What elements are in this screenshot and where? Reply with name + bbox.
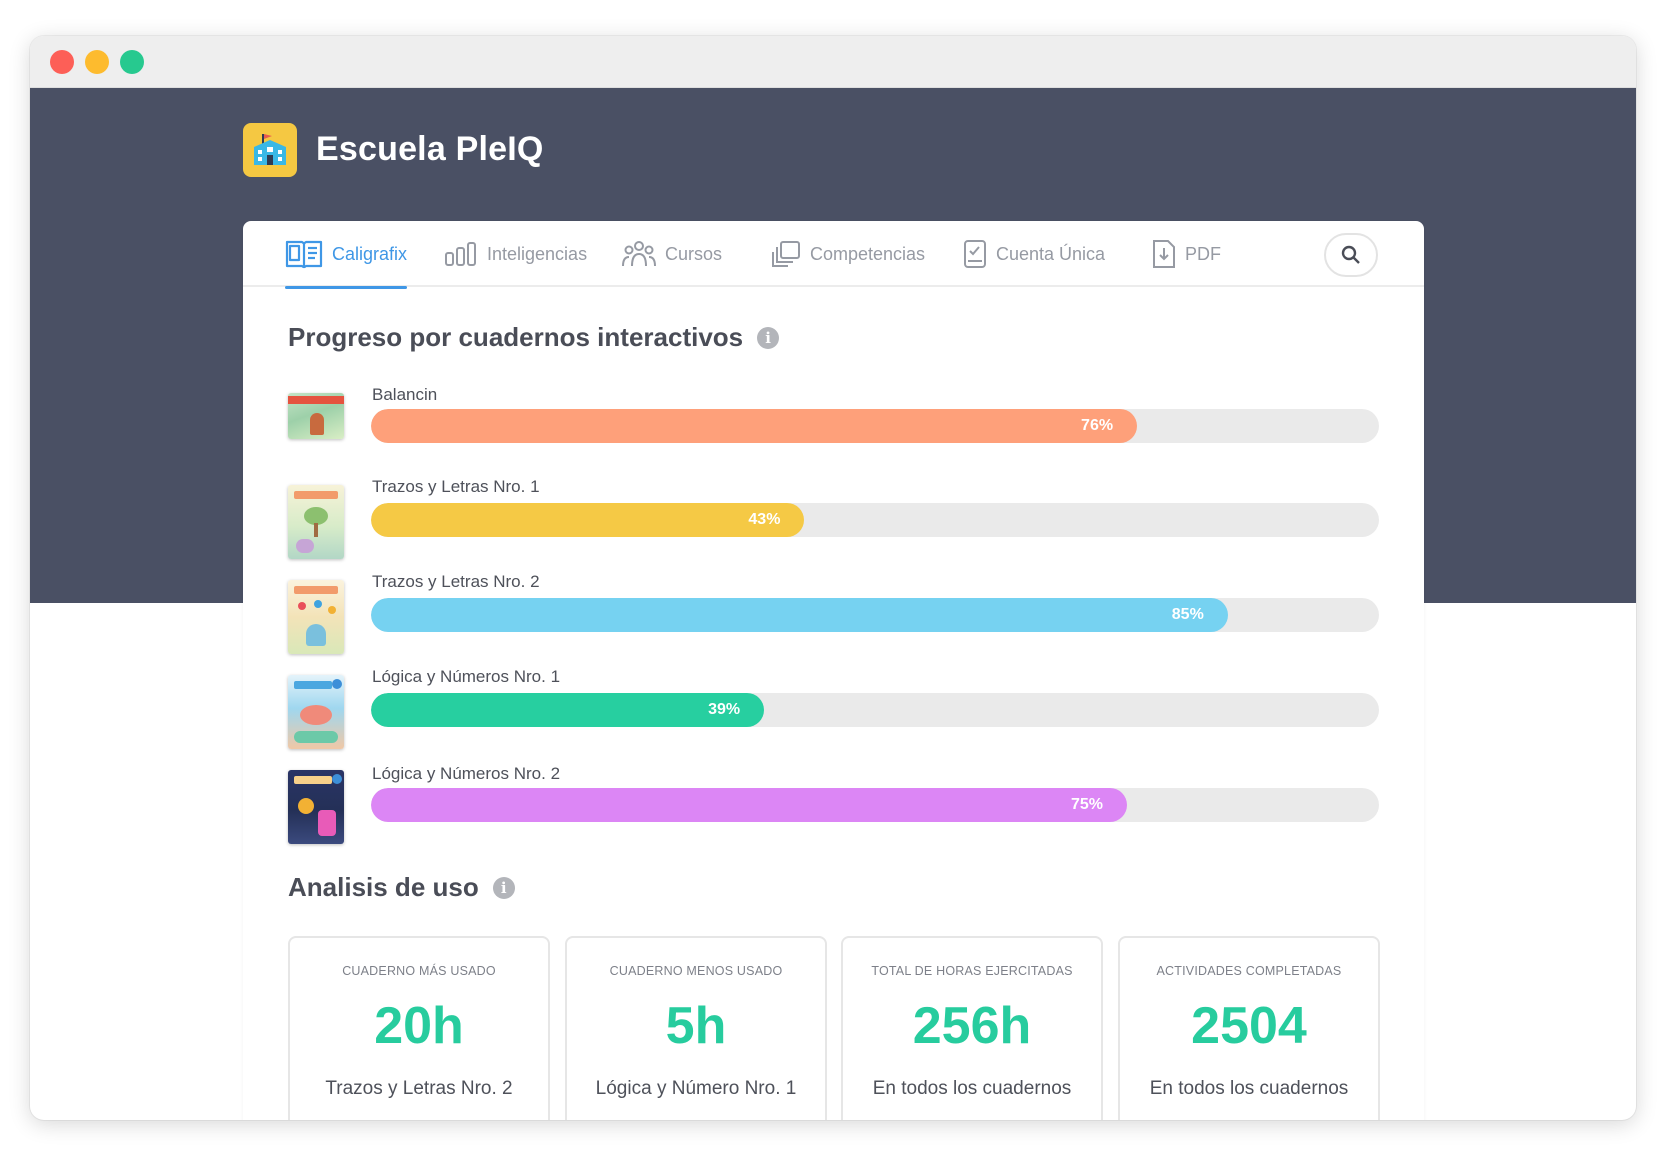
notebook-name: Lógica y Números Nro. 2 [372,764,561,783]
notebook-name: Lógica y Números Nro. 1 [372,667,561,686]
stat-caption: Lógica y Número Nro. 1 [595,1078,797,1099]
tab-label: Caligrafix [332,243,408,264]
progress-fill: 39% [371,693,765,727]
progress-track: 43% [371,503,1379,537]
notebook-cover-trazos-1 [288,485,344,559]
notebook-cover-trazos-2 [288,580,344,654]
search-button[interactable] [1324,233,1378,277]
progress-track: 76% [371,409,1379,443]
tab-caligrafix[interactable]: Caligrafix [285,221,408,289]
progress-percent: 85% [1171,606,1204,623]
close-window-button[interactable] [50,50,74,74]
search-icon [1341,245,1360,264]
stat-card-least-used: CUADERNO MENOS USADO 5h Lógica y Número … [565,936,827,1120]
stat-card-most-used: CUADERNO MÁS USADO 20h Trazos y Letras N… [288,936,550,1120]
notebook-progress-row: Trazos y Letras Nro. 2 85% [288,564,1379,654]
stat-card-total-hours: TOTAL DE HORAS EJERCITADAS 256h En todos… [841,936,1103,1120]
school-name: Escuela PleIQ [316,130,544,168]
stat-caption: En todos los cuadernos [872,1078,1072,1099]
tab-bar: Caligrafix Inteligencias Cursos Comp [243,221,1424,289]
notebook-progress-row: Lógica y Números Nro. 1 39% [288,659,1379,749]
tab-label: Cursos [665,243,723,264]
stat-card-activities: ACTIVIDADES COMPLETADAS 2504 En todos lo… [1118,936,1380,1120]
notebook-cover-logica-1 [288,675,344,749]
stat-label: CUADERNO MENOS USADO [609,964,783,978]
tab-label: PDF [1185,243,1221,264]
usage-title-text: Analisis de uso [288,872,479,902]
info-icon[interactable]: i [757,326,780,349]
download-file-icon [1153,240,1175,268]
notebook-name: Trazos y Letras Nro. 1 [372,477,540,496]
notebook-cover-logica-2 [288,770,344,844]
tab-inteligencias[interactable]: Inteligencias [444,221,587,287]
progress-track: 85% [371,598,1379,632]
notebook-progress-row: Lógica y Números Nro. 2 75% [288,754,1379,844]
stat-label: CUADERNO MÁS USADO [342,964,496,978]
open-book-icon [285,240,323,269]
group-users-icon [622,241,656,267]
tablet-check-icon [964,240,986,268]
progress-percent: 39% [708,701,741,718]
tab-pdf[interactable]: PDF [1152,221,1221,287]
notebook-name: Trazos y Letras Nro. 2 [372,572,540,591]
notebook-name: Balancin [372,385,438,404]
stat-value: 20h [374,997,464,1055]
tab-label: Competencias [810,243,926,264]
school-building-icon [243,123,297,177]
stat-label: ACTIVIDADES COMPLETADAS [1156,964,1342,978]
notebook-progress-row: Balancin 76% [288,385,1379,465]
progress-percent: 75% [1070,796,1103,813]
usage-section-title: Analisis de uso i [288,872,515,903]
progress-fill: 76% [371,409,1138,443]
notebook-progress-row: Trazos y Letras Nro. 1 43% [288,469,1379,559]
maximize-window-button[interactable] [120,50,144,74]
copy-stack-icon [772,241,800,267]
stat-value: 2504 [1191,997,1307,1055]
tab-cuenta-unica[interactable]: Cuenta Única [963,221,1105,287]
tab-label: Cuenta Única [996,243,1106,264]
window-titlebar [30,36,1636,88]
dashboard-card: Caligrafix Inteligencias Cursos Comp [243,221,1424,1120]
browser-window: Escuela PleIQ Caligrafix Inteligencias [30,36,1636,1120]
progress-fill: 43% [371,503,805,537]
stat-value: 256h [912,997,1032,1055]
stat-value: 5h [665,997,727,1055]
info-icon[interactable]: i [492,876,515,899]
tab-cursos[interactable]: Cursos [622,221,722,287]
tab-competencias[interactable]: Competencias [771,221,925,287]
progress-track: 39% [371,693,1379,727]
progress-percent: 43% [748,511,781,528]
stat-caption: En todos los cuadernos [1149,1078,1349,1099]
progress-title-text: Progreso por cuadernos interactivos [288,322,744,352]
stat-label: TOTAL DE HORAS EJERCITADAS [871,964,1073,978]
notebook-cover-balancin [288,393,344,439]
progress-percent: 76% [1081,417,1114,434]
tab-label: Inteligencias [487,243,588,264]
progress-track: 75% [371,788,1379,822]
progress-fill: 75% [371,788,1127,822]
progress-section-title: Progreso por cuadernos interactivos i [288,322,780,353]
progress-fill: 85% [371,598,1228,632]
minimize-window-button[interactable] [85,50,109,74]
stat-caption: Trazos y Letras Nro. 2 [325,1078,513,1099]
bar-chart-icon [445,242,476,266]
